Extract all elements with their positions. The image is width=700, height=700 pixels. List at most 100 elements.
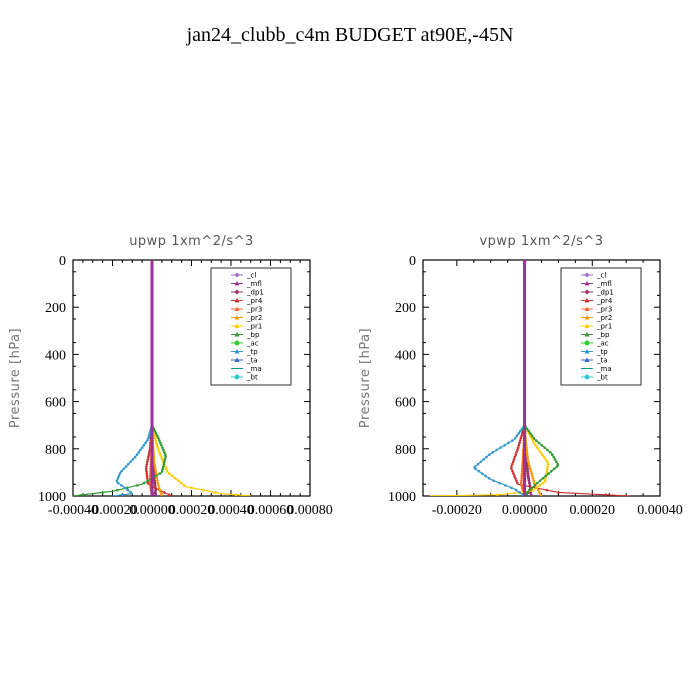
series-point [545, 488, 549, 492]
figure-title: jan24_clubb_c4m BUDGET at90E,-45N [186, 24, 514, 46]
series-point [516, 446, 520, 449]
series-point [131, 458, 135, 461]
series-point [153, 484, 157, 487]
series-point [556, 462, 560, 466]
series-point [473, 465, 477, 468]
series-point [527, 462, 531, 466]
series-point [528, 465, 531, 468]
series-point [496, 493, 499, 496]
legend-label: _ta [596, 357, 608, 365]
series-point [146, 481, 150, 485]
x-tick-label: -0.00040 [48, 503, 98, 518]
series-point [154, 488, 158, 492]
series-point [234, 493, 238, 496]
series-point [158, 439, 161, 442]
series-point [540, 443, 544, 447]
series-point [546, 462, 550, 466]
series-point [518, 439, 522, 442]
legend-marker [234, 272, 240, 278]
series-point [160, 443, 163, 447]
series-point [164, 465, 167, 468]
legend-label: _dp1 [596, 289, 614, 297]
series-point [163, 460, 166, 464]
series-point [544, 477, 547, 480]
series-point [147, 436, 150, 440]
series-point [162, 448, 165, 452]
x-tick-label: 0.00080 [287, 503, 333, 518]
series-point [537, 448, 541, 452]
series-point [126, 488, 130, 492]
series-point [535, 446, 539, 449]
y-tick-label: 200 [395, 301, 416, 316]
series-point [530, 486, 534, 490]
series-point [511, 469, 514, 473]
series-point [520, 474, 524, 478]
legend-label: _pr4 [246, 297, 263, 305]
series-point [147, 451, 151, 454]
series-point [101, 491, 104, 494]
series-point [118, 472, 122, 475]
series-point [153, 491, 157, 494]
legend-marker [584, 306, 590, 311]
series-point [164, 455, 167, 459]
series-point [537, 441, 541, 445]
series-point [545, 469, 549, 473]
series-point [160, 455, 163, 459]
series-point [492, 479, 495, 482]
series-point [519, 481, 523, 485]
series-point [157, 486, 161, 490]
series-point [146, 477, 149, 480]
series-point [520, 469, 524, 473]
series-point [115, 479, 119, 482]
series-point [145, 465, 148, 468]
x-tick-label: 0.00060 [248, 503, 294, 518]
legend-marker [234, 281, 240, 286]
series-point [482, 458, 485, 461]
series-point [155, 477, 159, 480]
series-point [154, 439, 158, 442]
series-point [547, 472, 550, 475]
series-point [152, 460, 156, 464]
series-point [491, 451, 494, 454]
series-point [525, 451, 529, 454]
series-point [533, 481, 536, 485]
legend-label: _pr1 [246, 323, 262, 331]
series-point [539, 451, 542, 454]
series-point [530, 472, 533, 475]
legend-label: _bp [246, 331, 260, 339]
series-point [154, 432, 158, 435]
series-point [503, 443, 506, 447]
series-point [122, 467, 126, 471]
legend-marker [584, 315, 590, 320]
legend-label: _pr2 [596, 314, 612, 322]
series-point [510, 465, 513, 468]
series-point [529, 493, 533, 496]
series-point [553, 458, 557, 461]
series-point [145, 469, 148, 473]
series-point [546, 460, 549, 464]
series-point [518, 441, 521, 445]
legend-marker [234, 340, 240, 346]
series-point [153, 479, 156, 482]
series-point [166, 469, 169, 473]
series-point [153, 481, 157, 485]
series-point [161, 458, 164, 461]
series-point [484, 474, 487, 478]
series-point [485, 455, 488, 459]
series-point [81, 493, 85, 496]
series-point [148, 432, 151, 435]
x-tick-label: 0.00040 [637, 503, 683, 518]
series-point [555, 460, 558, 464]
series-point [161, 465, 165, 468]
series-point [544, 474, 548, 478]
series-point [153, 429, 157, 433]
series-point [526, 460, 530, 464]
y-axis-label: Pressure [hPa] [8, 328, 23, 428]
series-point [541, 477, 545, 480]
legend-label: _bt [596, 374, 608, 382]
legend-marker [584, 374, 590, 380]
series-point [159, 441, 162, 445]
y-tick-label: 0 [409, 254, 416, 269]
series-point [531, 488, 535, 492]
series-point [511, 439, 514, 442]
